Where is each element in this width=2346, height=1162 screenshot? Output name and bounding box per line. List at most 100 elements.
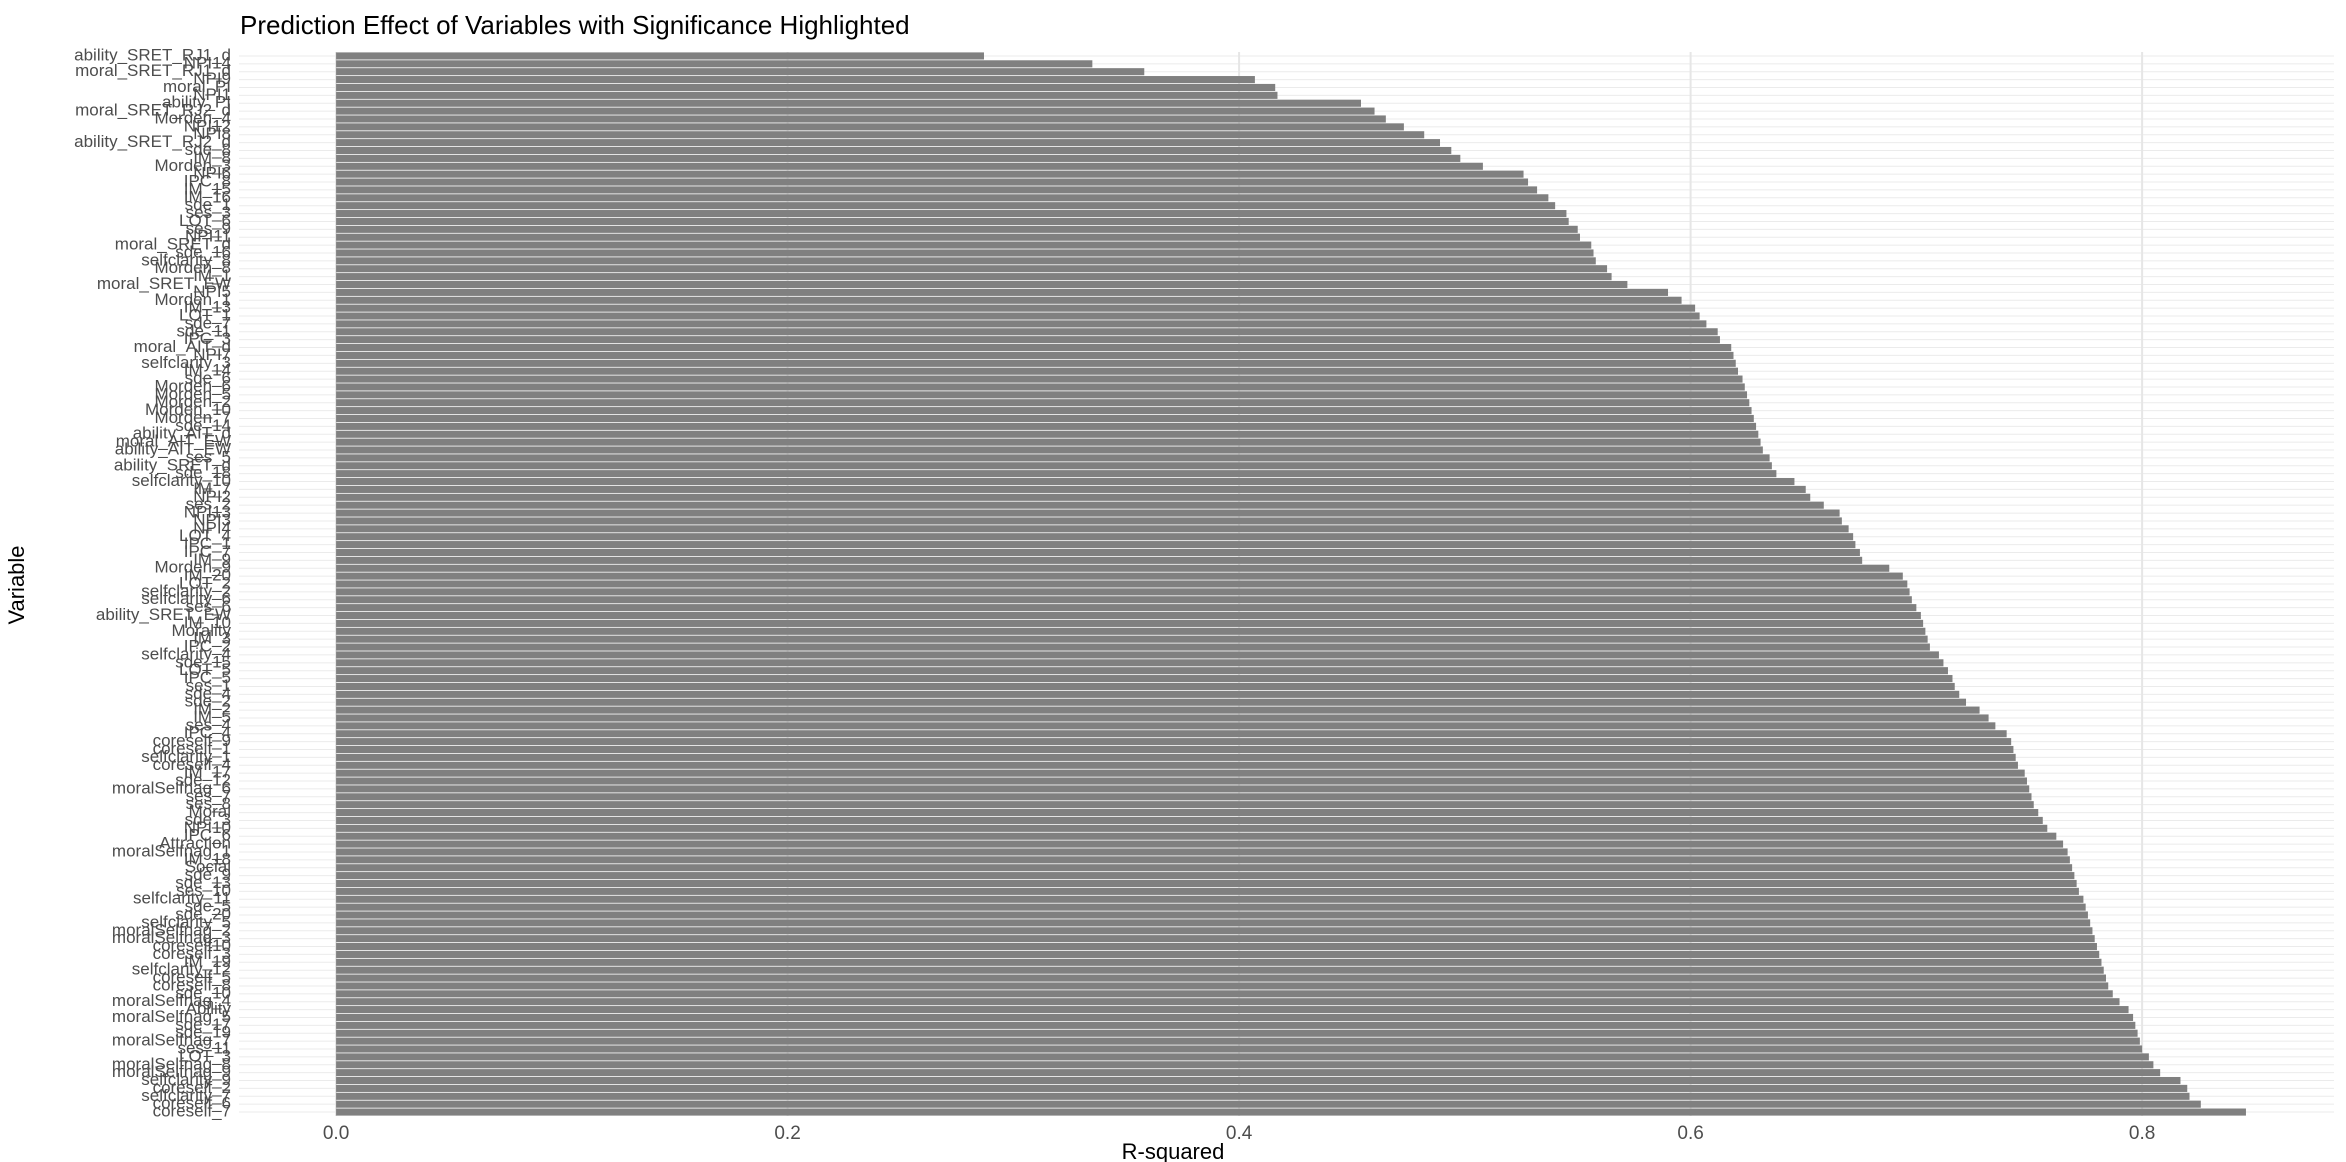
y-tick-label: Moral — [188, 802, 231, 821]
y-tick-label: ses_2 — [186, 495, 231, 514]
y-tick-label: IM_8 — [193, 148, 231, 167]
y-tick-label: sde_7 — [185, 313, 231, 332]
y-tick-label: ses_5 — [186, 447, 231, 466]
bar — [336, 146, 1452, 155]
y-tick-label: Morden_1 — [154, 290, 231, 309]
bar — [336, 777, 2027, 785]
bar — [336, 604, 1917, 612]
bar — [336, 422, 1757, 430]
y-tick-label: IM_1 — [193, 266, 231, 285]
bar — [336, 998, 2120, 1006]
bar — [336, 887, 2079, 895]
y-tick-label: ability_SRET_d — [114, 455, 231, 474]
y-tick-label: coreself_9 — [153, 731, 231, 750]
bar — [336, 761, 2018, 769]
y-tick-label: Attraction — [159, 834, 231, 853]
bar — [336, 943, 2097, 951]
y-tick-label: sde_3 — [185, 810, 231, 829]
bar — [336, 667, 1948, 675]
y-tick-label: selfclarity_6 — [141, 589, 231, 608]
y-tick-label: sde_15 — [175, 652, 231, 671]
bar — [336, 1076, 2181, 1085]
bar — [336, 273, 1612, 281]
y-tick-label: LOT_5 — [179, 660, 231, 679]
y-tick-label: sde_17 — [175, 1015, 231, 1034]
bar — [336, 1045, 2143, 1053]
x-tick-label: 0.0 — [323, 1123, 349, 1144]
bar — [336, 919, 2091, 927]
y-tick-label: sde_6 — [185, 369, 231, 388]
y-tick-label: coreself_3 — [153, 944, 231, 963]
bar — [336, 1061, 2154, 1069]
y-tick-label: NPI14 — [184, 53, 231, 72]
y-tick-label: NPI6 — [193, 164, 231, 183]
bar — [336, 454, 1770, 462]
bar — [336, 383, 1745, 391]
bar — [336, 328, 1718, 336]
y-tick-label: selfclarity_2 — [141, 581, 231, 600]
y-tick-label: IM_3 — [193, 629, 231, 648]
bar — [336, 407, 1752, 415]
bar — [336, 824, 2048, 832]
bar — [336, 809, 2039, 817]
bar — [336, 1053, 2149, 1061]
y-tick-label: moralSelfnag_3 — [112, 928, 231, 947]
y-tick-label: ability_SRET_RJ1_d — [74, 45, 231, 64]
bar — [336, 1108, 2246, 1116]
bar — [336, 572, 1903, 580]
y-tick-label: moral_AIT_EW — [116, 432, 231, 451]
y-tick-label: selfclarity_8 — [141, 250, 231, 269]
bar — [336, 312, 1700, 320]
bar — [336, 52, 984, 60]
y-tick-label: IPC_4 — [184, 723, 231, 742]
y-tick-label: selfclarity_7 — [141, 1086, 231, 1105]
bar — [336, 714, 1989, 722]
y-tick-label: sde_4 — [185, 684, 231, 703]
bar — [336, 257, 1596, 265]
bar — [336, 935, 2095, 943]
y-tick-label: Morden_8 — [154, 258, 231, 277]
bar — [336, 635, 1928, 643]
y-tick-label: IM_5 — [193, 707, 231, 726]
bar — [336, 974, 2106, 982]
bar — [336, 509, 1840, 517]
bar — [336, 139, 1441, 147]
y-tick-label: selfclarity_5 — [141, 912, 231, 931]
bar — [336, 864, 2073, 872]
bar — [336, 611, 1921, 620]
bar — [336, 1069, 2161, 1077]
bar — [336, 738, 2012, 746]
bar — [336, 564, 1890, 572]
y-tick-label: NPI3 — [193, 510, 231, 529]
bar — [336, 320, 1707, 328]
bar — [336, 359, 1736, 367]
y-tick-label: ability_SRET_EW — [96, 605, 231, 624]
bar — [336, 596, 1912, 604]
y-tick-label: ses_9 — [186, 219, 231, 238]
y-tick-label: moral_SRET_RJ1_d — [75, 61, 231, 80]
y-tick-label: sde_18 — [175, 463, 231, 482]
bar — [336, 154, 1461, 162]
y-tick-label: IM_20 — [184, 566, 231, 585]
y-tick-label: coreself_6 — [153, 1094, 231, 1113]
y-tick-label: sde_8 — [185, 140, 231, 159]
bar — [336, 241, 1592, 249]
y-tick-label: IPC_7 — [184, 542, 231, 561]
y-tick-label: ability_PI — [162, 93, 231, 112]
y-tick-label: Morden_3 — [154, 156, 231, 175]
y-tick-label: IPC_2 — [184, 637, 231, 656]
y-tick-label: sde_5 — [185, 897, 231, 916]
bar — [336, 170, 1524, 178]
bar — [336, 856, 2070, 864]
y-tick-label: ability_AIT_d — [133, 424, 231, 443]
x-tick-label: 0.2 — [774, 1123, 800, 1144]
bar — [336, 580, 1908, 588]
y-tick-label: sde_2 — [185, 692, 231, 711]
y-tick-label: IPC_3 — [184, 329, 231, 348]
bar — [336, 722, 1996, 730]
bar — [336, 659, 1944, 667]
bar — [336, 706, 1980, 714]
y-tick-label: moral_SRET_RJ2_d — [75, 101, 231, 120]
y-tick-label: IM_18 — [184, 849, 231, 868]
